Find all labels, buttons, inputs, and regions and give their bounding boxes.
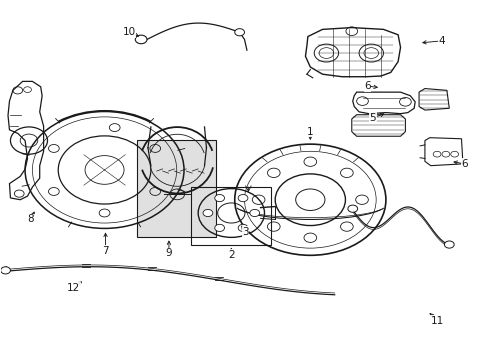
Text: 11: 11 [429,316,443,325]
Text: 7: 7 [102,246,109,256]
Text: 10: 10 [122,27,135,37]
Text: 5: 5 [368,113,375,123]
Text: 6: 6 [364,81,370,91]
Circle shape [214,194,224,202]
Text: 6: 6 [461,159,467,169]
Text: 4: 4 [438,36,445,46]
Text: 1: 1 [306,127,313,136]
Circle shape [347,205,357,212]
Circle shape [238,224,247,231]
Text: 9: 9 [165,248,172,258]
Text: 8: 8 [27,215,34,224]
Text: 2: 2 [227,249,234,260]
Circle shape [0,267,10,274]
Circle shape [238,194,247,202]
Circle shape [135,35,147,44]
Circle shape [214,224,224,231]
Circle shape [234,29,244,36]
Circle shape [249,210,259,217]
Text: 3: 3 [242,227,248,237]
Circle shape [444,241,453,248]
FancyBboxPatch shape [137,140,216,237]
Text: 12: 12 [67,283,81,293]
Circle shape [203,210,212,217]
